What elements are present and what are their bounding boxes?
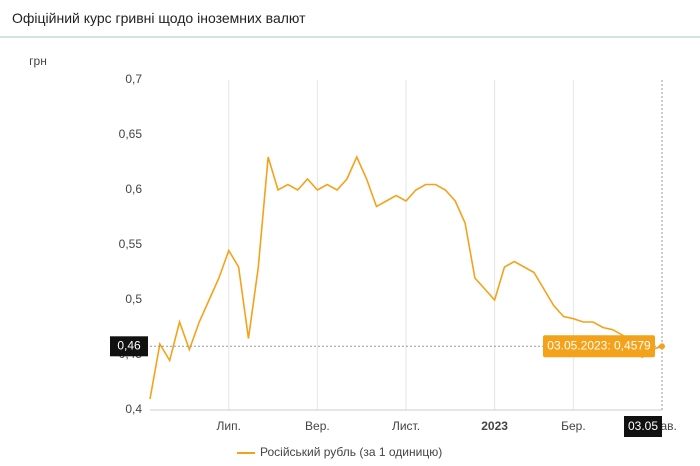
chart: грн 0,40,450,50,550,60,650,7Лип.Вер.Лист… (29, 54, 677, 459)
y-tick-label: 0,5 (125, 292, 142, 306)
tooltip-point (659, 343, 665, 350)
crosshair-y-box (110, 336, 148, 357)
x-tick-label: 2023 (481, 419, 508, 433)
x-tick-label: Лип. (217, 419, 241, 433)
y-tick-label: 0,55 (119, 237, 143, 251)
y-tick-label: 0,65 (119, 127, 143, 141)
legend-label: Російський рубль (за 1 одиницю) (260, 445, 442, 459)
tooltip-label: 03.05.2023: 0,4579 (547, 338, 651, 352)
crosshair-x-label: 03.05 (628, 419, 658, 433)
page-title: Офіційний курс гривні щодо іноземних вал… (12, 10, 306, 26)
crosshair-y-label: 0,46 (117, 338, 141, 352)
y-axis-label: грн (29, 54, 47, 68)
series-line (149, 155, 663, 400)
x-tick-label: Вер. (305, 419, 330, 433)
x-tick-label: Лист. (392, 419, 420, 433)
crosshair-x-box (624, 416, 662, 437)
tooltip-box (543, 335, 655, 358)
y-tick-label: 0,6 (125, 182, 142, 196)
header: Офіційний курс гривні щодо іноземних вал… (0, 0, 700, 38)
y-tick-label: 0,7 (125, 72, 142, 86)
x-tick-label: Бер. (561, 419, 586, 433)
y-tick-label: 0,4 (125, 402, 142, 416)
